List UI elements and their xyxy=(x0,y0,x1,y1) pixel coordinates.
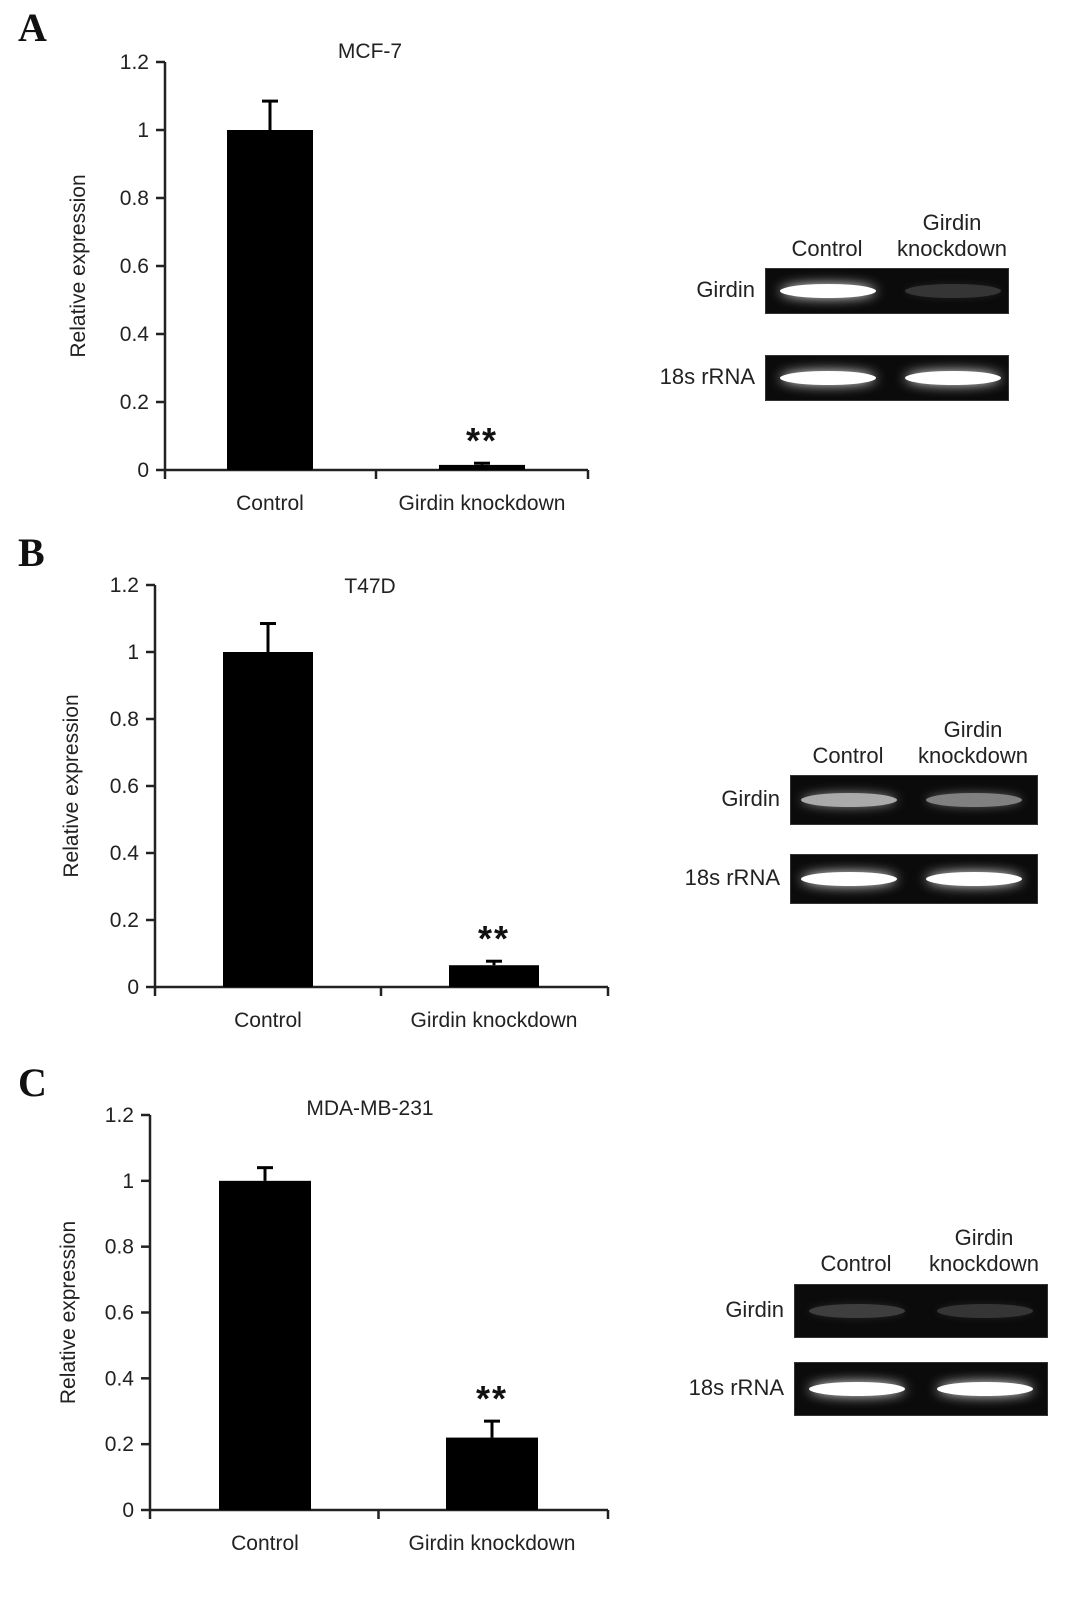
y-tick-label: 0.2 xyxy=(120,391,149,414)
y-tick-label: 1.2 xyxy=(120,51,149,74)
panel-c: C MDA-MB-231 Relative expression 0 0.2 0.4 0.… xyxy=(0,1055,1087,1590)
x-category-label: Control xyxy=(236,492,304,515)
y-axis-label: Relative expression xyxy=(67,174,90,357)
chart-title: T47D xyxy=(344,575,395,598)
bar-girdin-knockdown xyxy=(439,464,525,470)
gel-band xyxy=(937,1304,1033,1318)
y-tick-label: 0 xyxy=(127,976,139,999)
gel-strip xyxy=(794,1284,1048,1338)
y-tick-label: 1 xyxy=(137,119,149,142)
panel-a: A MCF-7 Relative expression 0 0.2 0.4 0.6 0.8 1… xyxy=(0,0,1087,535)
gel-lane-label: Control xyxy=(820,1251,892,1276)
y-tick-label: 1 xyxy=(122,1170,134,1193)
gel-image-t47d: Control Girdin knockdown Girdin 18s rRNA xyxy=(660,712,1046,912)
significance-marker: ** xyxy=(466,420,498,461)
gel-lane-label: Control xyxy=(791,236,863,261)
gel-band xyxy=(801,793,897,807)
gel-band xyxy=(809,1304,905,1318)
gel-row-label: Girdin xyxy=(696,277,755,302)
significance-marker: ** xyxy=(478,918,510,959)
panel-letter: B xyxy=(18,530,45,575)
gel-lane-label: Girdin knockdown xyxy=(896,210,1008,261)
gel-image-mcf7: Control Girdin knockdown Girdin 18s rRNA xyxy=(660,205,1017,409)
gel-band xyxy=(905,284,1001,298)
y-tick-label: 1.2 xyxy=(105,1104,134,1127)
x-category-label: Control xyxy=(234,1009,302,1032)
y-tick-label: 0 xyxy=(137,459,149,482)
bar-control xyxy=(227,130,313,470)
y-tick-label: 0.6 xyxy=(120,255,149,278)
y-tick-label: 0.2 xyxy=(110,909,139,932)
y-tick-label: 1 xyxy=(127,641,139,664)
y-tick-label: 0.6 xyxy=(110,775,139,798)
gel-band xyxy=(926,872,1022,886)
y-tick-label: 0.8 xyxy=(105,1236,134,1259)
gel-row-label: 18s rRNA xyxy=(659,364,755,389)
significance-marker: ** xyxy=(476,1378,508,1419)
gel-strip xyxy=(765,355,1009,401)
gel-lane-label: Girdin knockdown xyxy=(917,717,1029,768)
y-tick-label: 0.4 xyxy=(120,323,150,346)
gel-band xyxy=(780,284,876,298)
y-tick-label: 0.6 xyxy=(105,1302,134,1325)
chart-title: MDA-MB-231 xyxy=(306,1097,433,1120)
gel-strip xyxy=(790,775,1038,825)
x-category-label: Girdin knockdown xyxy=(399,492,566,515)
panel-letter: C xyxy=(18,1060,47,1105)
bar-girdin-knockdown xyxy=(446,1437,538,1510)
gel-strip xyxy=(765,268,1009,314)
x-category-label: Girdin knockdown xyxy=(411,1009,578,1032)
y-tick-label: 0.2 xyxy=(105,1433,134,1456)
y-tick-label: 0.8 xyxy=(120,187,149,210)
panel-b: B T47D Relative expression 0 0.2 0.4 0.6 0.8 1 1… xyxy=(0,525,1087,1060)
bar-girdin-knockdown xyxy=(449,965,539,987)
gel-band xyxy=(905,371,1001,385)
gel-row-label: Girdin xyxy=(721,786,780,811)
y-tick-label: 0.8 xyxy=(110,708,139,731)
y-tick-label: 0.4 xyxy=(105,1367,135,1390)
bar-chart-t47d: T47D Relative expression 0 0.2 0.4 0.6 0.8 1 1.2… xyxy=(60,574,610,1032)
x-category-label: Girdin knockdown xyxy=(409,1532,576,1555)
y-tick-label: 0 xyxy=(122,1499,134,1522)
gel-row-label: 18s rRNA xyxy=(684,865,780,890)
gel-row-label: 18s rRNA xyxy=(688,1375,784,1400)
bar-control xyxy=(223,652,313,987)
y-tick-label: 1.2 xyxy=(110,574,139,597)
gel-strip xyxy=(790,854,1038,904)
gel-row-label: Girdin xyxy=(725,1297,784,1322)
gel-band xyxy=(801,872,897,886)
y-axis-label: Relative expression xyxy=(57,1221,80,1404)
bar-chart-mcf7: MCF-7 Relative expression 0 0.2 0.4 0.6 0.8 1 1.… xyxy=(67,40,590,515)
gel-image-mda-mb-231: Control Girdin knockdown Girdin 18s rRNA xyxy=(672,1220,1056,1424)
gel-strip xyxy=(794,1362,1048,1416)
chart-title: MCF-7 xyxy=(338,40,402,63)
gel-band xyxy=(926,793,1022,807)
y-tick-label: 0.4 xyxy=(110,842,140,865)
gel-band xyxy=(809,1382,905,1396)
gel-band xyxy=(937,1382,1033,1396)
gel-band xyxy=(780,371,876,385)
x-category-label: Control xyxy=(231,1532,299,1555)
gel-lane-label: Control xyxy=(812,743,884,768)
panel-letter: A xyxy=(18,5,47,50)
gel-lane-label: Girdin knockdown xyxy=(928,1225,1040,1276)
bar-chart-mda-mb-231: MDA-MB-231 Relative expression 0 0.2 0.4 0.6 0… xyxy=(57,1097,610,1555)
bar-control xyxy=(219,1180,311,1510)
y-axis-label: Relative expression xyxy=(60,694,83,877)
